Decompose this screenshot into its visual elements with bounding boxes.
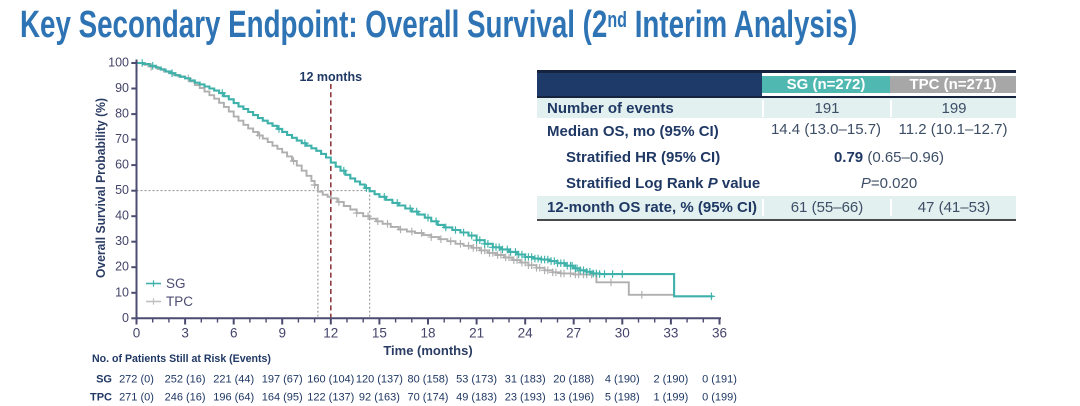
svg-text:31 (183): 31 (183): [505, 374, 546, 386]
svg-text:40: 40: [115, 209, 129, 223]
svg-text:TPC: TPC: [90, 392, 112, 404]
svg-text:0 (191): 0 (191): [702, 374, 737, 386]
svg-text:12 months: 12 months: [300, 70, 363, 84]
svg-text:92 (163): 92 (163): [359, 392, 400, 404]
svg-text:SG: SG: [96, 374, 112, 386]
svg-text:197 (67): 197 (67): [262, 374, 303, 386]
svg-text:24: 24: [518, 326, 534, 341]
svg-text:6: 6: [230, 326, 238, 341]
svg-text:21: 21: [469, 326, 484, 341]
svg-text:53 (173): 53 (173): [456, 374, 497, 386]
svg-text:271 (0): 271 (0): [119, 392, 154, 404]
svg-text:120 (137): 120 (137): [356, 374, 403, 386]
svg-text:196 (64): 196 (64): [213, 392, 254, 404]
svg-text:100: 100: [108, 56, 129, 70]
svg-text:80: 80: [115, 107, 129, 121]
svg-text:160 (104): 160 (104): [307, 374, 354, 386]
svg-text:2 (190): 2 (190): [653, 374, 688, 386]
svg-text:18: 18: [420, 326, 435, 341]
svg-text:3: 3: [181, 326, 189, 341]
svg-text:Time (months): Time (months): [383, 343, 472, 358]
svg-text:5 (198): 5 (198): [605, 392, 640, 404]
svg-text:15: 15: [372, 326, 387, 341]
svg-text:0: 0: [122, 311, 129, 325]
svg-text:20 (188): 20 (188): [553, 374, 594, 386]
svg-text:49 (183): 49 (183): [456, 392, 497, 404]
svg-text:23 (193): 23 (193): [505, 392, 546, 404]
svg-text:33: 33: [663, 326, 678, 341]
svg-text:Overall Survival Probability (: Overall Survival Probability (%): [94, 98, 108, 278]
svg-text:1 (199): 1 (199): [653, 392, 688, 404]
svg-text:SG: SG: [166, 276, 186, 291]
svg-text:10: 10: [115, 285, 129, 299]
svg-text:TPC: TPC: [166, 294, 193, 309]
svg-text:70: 70: [115, 132, 129, 146]
svg-text:20: 20: [115, 260, 129, 274]
svg-text:27: 27: [566, 326, 581, 341]
svg-text:221 (44): 221 (44): [213, 374, 254, 386]
svg-text:246 (16): 246 (16): [165, 392, 206, 404]
svg-text:272 (0): 272 (0): [119, 374, 154, 386]
svg-text:90: 90: [115, 81, 129, 95]
svg-text:122 (137): 122 (137): [307, 392, 354, 404]
svg-text:30: 30: [115, 234, 129, 248]
svg-text:30: 30: [615, 326, 630, 341]
svg-text:4 (190): 4 (190): [605, 374, 640, 386]
svg-text:252 (16): 252 (16): [165, 374, 206, 386]
svg-text:0 (199): 0 (199): [702, 392, 737, 404]
svg-text:12: 12: [323, 326, 338, 341]
svg-text:50: 50: [115, 183, 129, 197]
svg-text:60: 60: [115, 158, 129, 172]
svg-text:13 (196): 13 (196): [553, 392, 594, 404]
svg-text:80 (158): 80 (158): [408, 374, 449, 386]
svg-text:No. of Patients Still at Risk: No. of Patients Still at Risk (Events): [92, 353, 271, 365]
svg-text:0: 0: [133, 326, 141, 341]
svg-text:36: 36: [712, 326, 727, 341]
svg-text:70 (174): 70 (174): [408, 392, 449, 404]
svg-text:164 (95): 164 (95): [262, 392, 303, 404]
svg-text:9: 9: [278, 326, 286, 341]
